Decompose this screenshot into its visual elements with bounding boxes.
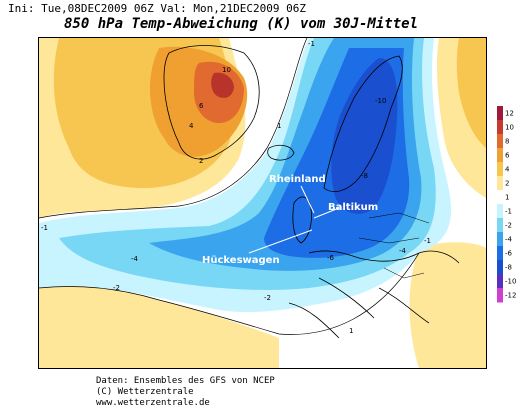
init-valid-time: Ini: Tue,08DEC2009 06Z Val: Mon,21DEC200… — [8, 2, 307, 15]
colorbar-tick-label: 12 — [505, 110, 514, 118]
contour-label: -4 — [399, 247, 407, 255]
warm-southeast — [409, 242, 486, 368]
label-baltikum: Baltikum — [328, 202, 378, 213]
color-scale-bar: 12 10 8 6 4 2 1 -1 -2 -4 -6 -8 -10 -12 — [497, 106, 516, 303]
contour-label: 10 — [222, 66, 231, 74]
contour-label: 2 — [199, 157, 203, 165]
contour-label: 1 — [349, 327, 353, 335]
colorbar-swatch — [497, 190, 503, 205]
europe-coast — [288, 250, 460, 339]
contour-label: -1 — [41, 224, 48, 232]
colorbar-tick-label: 6 — [505, 152, 510, 160]
colorbar-swatch — [497, 176, 503, 191]
colorbar-tick-label: 1 — [505, 194, 509, 202]
contour-zero-west — [39, 38, 308, 219]
weather-map: 10 6 4 2 -10 -6 -8 -4 -4 -2 -1 -2 1 -1 1… — [38, 37, 487, 369]
contour-label: -8 — [361, 172, 368, 180]
credit-website: www.wetterzentrale.de — [96, 398, 210, 408]
colorbar-swatch — [497, 204, 503, 219]
credit-data-source: Daten: Ensembles des GFS von NCEP — [96, 376, 275, 386]
colorbar-tick-label: -8 — [505, 264, 512, 272]
colorbar-swatch — [497, 134, 503, 149]
colorbar-swatch — [497, 148, 503, 163]
colorbar-swatch — [497, 106, 503, 121]
warm-region-peak — [211, 72, 234, 98]
contour-label: -1 — [424, 237, 431, 245]
britain-coast — [292, 196, 312, 244]
colorbar-tick-label: 10 — [505, 124, 514, 132]
east-borders — [358, 212, 430, 279]
colorbar-swatch — [497, 288, 503, 303]
data-credits: Daten: Ensembles des GFS von NCEP (C) We… — [96, 376, 275, 409]
colorbar-swatch — [497, 218, 503, 233]
contour-label: -10 — [375, 97, 386, 105]
colorbar-tick-label: -1 — [505, 208, 512, 216]
colorbar-swatch — [497, 232, 503, 247]
cold-region-5 — [331, 58, 398, 214]
annotation-arrow — [300, 185, 315, 214]
label-hueckeswagen: Hückeswagen — [202, 255, 280, 266]
warm-southwest — [39, 281, 279, 368]
colorbar-tick-label: -6 — [505, 250, 513, 258]
scandinavia-coast — [323, 55, 403, 192]
contour-label: -6 — [327, 254, 335, 262]
colorbar-tick-label: -4 — [505, 236, 513, 244]
contour-label: 6 — [199, 102, 204, 110]
map-title: 850 hPa Temp-Abweichung (K) vom 30J-Mitt… — [64, 16, 419, 32]
colorbar-swatch — [497, 274, 503, 289]
annotation-arrow — [248, 229, 313, 254]
colorbar-swatch — [497, 120, 503, 135]
colorbar-tick-label: -10 — [505, 278, 516, 286]
colorbar-tick-label: -12 — [505, 292, 516, 300]
contour-label: -1 — [308, 40, 315, 48]
label-rheinland: Rheinland — [269, 174, 326, 185]
contour-label: 1 — [277, 122, 281, 130]
map-canvas: 10 6 4 2 -10 -6 -8 -4 -4 -2 -1 -2 1 -1 1… — [39, 38, 486, 368]
colorbar-tick-label: 2 — [505, 180, 509, 188]
contour-zero-south — [39, 252, 420, 335]
colorbar-swatch — [497, 246, 503, 261]
annotation-arrow — [313, 207, 340, 219]
contour-label: -2 — [113, 284, 120, 292]
iceland-coast — [267, 144, 295, 161]
contour-label: -2 — [264, 294, 271, 302]
contour-label: 4 — [189, 122, 194, 130]
colorbar-tick-label: 4 — [505, 166, 510, 174]
colorbar-tick-label: 8 — [505, 138, 509, 146]
colorbar-swatch — [497, 260, 503, 275]
greenland-coast — [163, 45, 260, 160]
warm-east-mid — [456, 38, 486, 148]
colorbar-tick-label: -2 — [505, 222, 512, 230]
credit-copyright: (C) Wetterzentrale — [96, 387, 194, 397]
colorbar-swatch — [497, 162, 503, 177]
contour-label: -4 — [131, 255, 139, 263]
